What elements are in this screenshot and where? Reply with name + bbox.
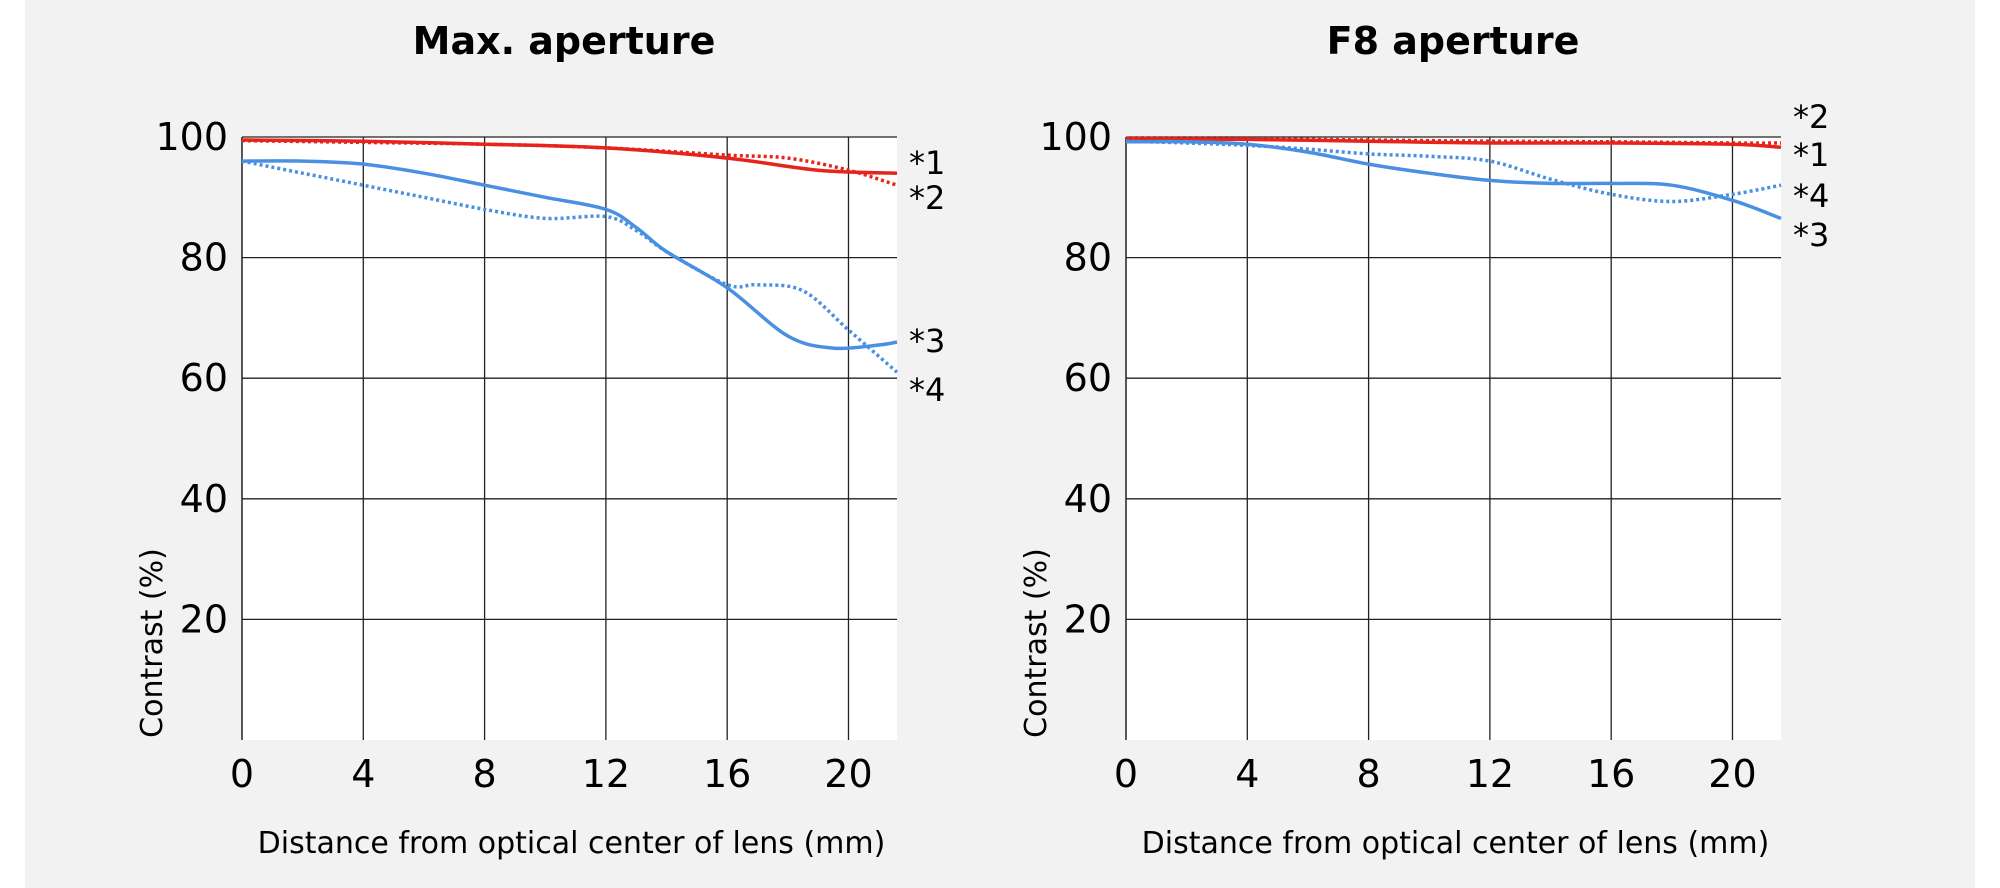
x-tick-label: 12: [1466, 752, 1514, 796]
y-tick-label: 40: [1064, 477, 1112, 521]
series-label: *4: [909, 371, 945, 409]
x-axis-label: Distance from optical center of lens (mm…: [1142, 826, 1770, 861]
x-tick-label: 12: [582, 752, 630, 796]
chart-title: F8 aperture: [1327, 19, 1580, 63]
x-tick-label: 8: [1356, 752, 1380, 796]
y-tick-label: 60: [1064, 356, 1112, 400]
y-axis-label: Contrast (%): [1019, 548, 1054, 738]
x-tick-label: 0: [230, 752, 254, 796]
series-line-star-4: [241, 159, 899, 374]
y-tick-label: 80: [180, 236, 228, 280]
x-tick-label: 20: [824, 752, 872, 796]
series-line-star-2: [1125, 136, 1782, 145]
x-axis-label: Distance from optical center of lens (mm…: [258, 826, 886, 861]
x-tick-label: 4: [351, 752, 375, 796]
chart-2: *1*2 *3*4 F8 aperture 20 40 60 80 100 0 4 8 12 16 20 D…: [1019, 19, 1829, 861]
y-tick-label: 20: [180, 597, 228, 641]
series-line-star-2: [241, 138, 898, 187]
chart-title: Max. aperture: [413, 19, 716, 63]
y-tick-label: 80: [1064, 236, 1112, 280]
y-tick-label: 40: [180, 477, 228, 521]
x-tick-label: 16: [1587, 752, 1635, 796]
y-tick-label: 20: [1064, 597, 1112, 641]
series-label: *3: [909, 322, 945, 360]
plot-area: [242, 137, 897, 740]
x-tick-label: 8: [472, 752, 496, 796]
y-tick-label: 100: [155, 115, 228, 159]
x-tick-label: 16: [703, 752, 751, 796]
series-line-star-4: [1125, 139, 1782, 204]
y-axis-label: Contrast (%): [135, 548, 170, 738]
series-label: *3: [1793, 216, 1829, 254]
y-tick-label: 60: [180, 356, 228, 400]
series-label: *4: [1793, 177, 1829, 215]
x-tick-label: 0: [1114, 752, 1138, 796]
series-label: *2: [909, 179, 945, 217]
plot-area: [1126, 137, 1781, 740]
series-label: *1: [1793, 136, 1829, 174]
series-label: *2: [1793, 98, 1829, 136]
series-label: *1: [909, 144, 945, 182]
series-line-star-3: [241, 159, 898, 351]
x-tick-label: 20: [1708, 752, 1756, 796]
y-tick-label: 100: [1039, 115, 1112, 159]
x-tick-label: 4: [1235, 752, 1259, 796]
chart-1: *1*2 *3 *4 Max. aperture 20 40 60 80 100 0 4 8 12 16 2…: [135, 19, 945, 861]
